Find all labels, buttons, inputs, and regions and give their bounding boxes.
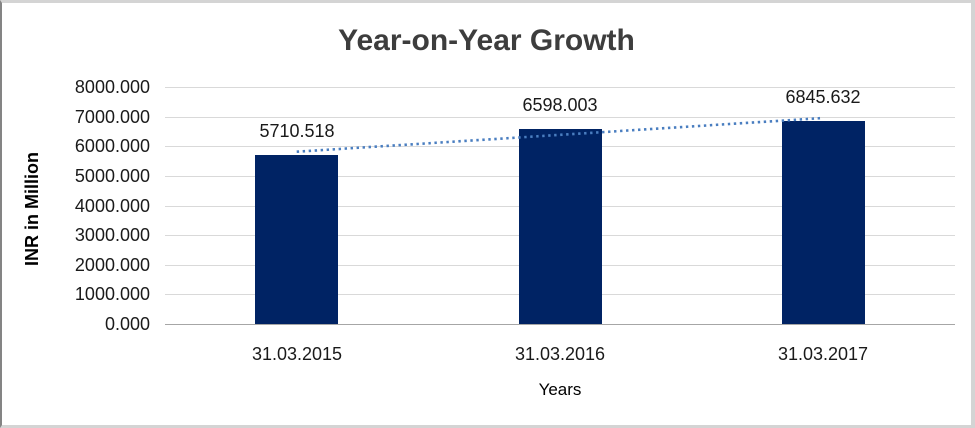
chart-title: Year-on-Year Growth (338, 24, 635, 57)
bar-data-label: 5710.518 (259, 121, 335, 141)
y-tick-label: 1000.000 (74, 284, 150, 304)
bar-data-label: 6598.003 (522, 95, 598, 115)
x-tick-label: 31.03.2016 (514, 344, 606, 364)
y-tick-label: 5000.000 (74, 166, 150, 186)
x-tick-label: 31.03.2015 (251, 344, 343, 364)
x-tick-label: 31.03.2017 (777, 344, 869, 364)
bar (782, 121, 865, 324)
bar-data-label: 6845.632 (785, 87, 861, 107)
y-tick-label: 0.000 (104, 314, 150, 334)
bar (519, 129, 602, 324)
y-tick-label: 7000.000 (74, 107, 150, 127)
gridline (165, 87, 955, 88)
y-tick-label: 3000.000 (74, 225, 150, 245)
bar (255, 155, 338, 324)
x-axis-line (165, 324, 955, 325)
gridline (165, 117, 955, 118)
y-tick-label: 8000.000 (74, 77, 150, 97)
y-tick-label: 6000.000 (74, 136, 150, 156)
y-tick-label: 2000.000 (74, 255, 150, 275)
y-tick-label: 4000.000 (74, 196, 150, 216)
x-axis-title: Years (538, 380, 582, 399)
